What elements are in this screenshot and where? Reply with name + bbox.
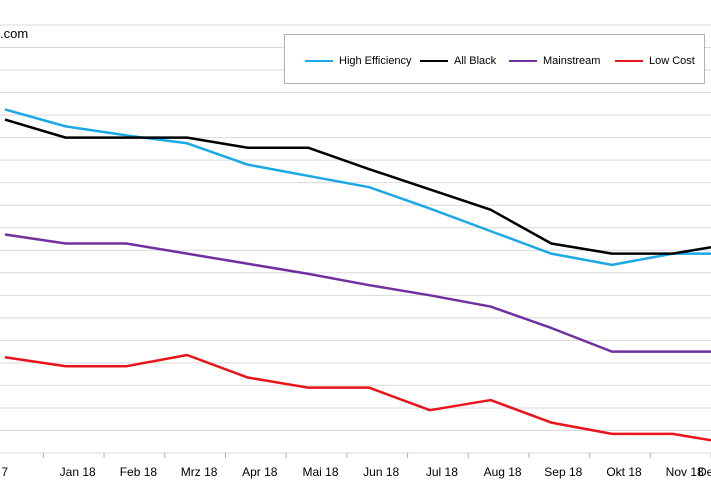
x-tick-label: 7 (1, 465, 8, 479)
legend-swatch-all-black (420, 60, 448, 62)
x-tick-label: Mai 18 (302, 465, 338, 479)
legend-item-low-cost: Low Cost (615, 54, 695, 68)
x-tick-label: Aug 18 (484, 465, 522, 479)
x-tick-label: Jun 18 (363, 465, 399, 479)
legend: High Efficiency All Black Mainstream Low… (284, 34, 705, 84)
x-tick-label: De (698, 465, 711, 479)
legend-label: Mainstream (543, 55, 601, 67)
legend-swatch-high-efficiency (305, 60, 333, 62)
series-line-high-efficiency (4, 108, 711, 267)
x-tick-label: Okt 18 (606, 465, 642, 479)
x-tick-label: Feb 18 (120, 465, 158, 479)
watermark-text: .com (0, 26, 29, 41)
x-tick-label: Apr 18 (242, 465, 278, 479)
x-tick-label: Sep 18 (544, 465, 582, 479)
series-line-low-cost (4, 353, 711, 442)
x-tick-label: Mrz 18 (181, 465, 218, 479)
series-line-all-black (4, 118, 711, 255)
legend-swatch-low-cost (615, 60, 643, 62)
series-lines (4, 108, 711, 442)
legend-item-high-efficiency: High Efficiency (305, 54, 412, 68)
series-line-mainstream (4, 233, 711, 353)
legend-label: All Black (454, 55, 497, 67)
x-tick-label: Jan 18 (60, 465, 96, 479)
x-tick-label: Jul 18 (426, 465, 458, 479)
x-axis: 7 Jan 18 Feb 18 Mrz 18 Apr 18 Mai 18 Jun 18 Jul… (1, 453, 711, 479)
legend-label: High Efficiency (339, 55, 412, 67)
legend-item-mainstream: Mainstream (509, 54, 600, 68)
legend-label: Low Cost (649, 55, 695, 67)
legend-swatch-mainstream (509, 60, 537, 62)
legend-item-all-black: All Black (420, 54, 496, 68)
x-tick-label: Nov 18 (666, 465, 704, 479)
